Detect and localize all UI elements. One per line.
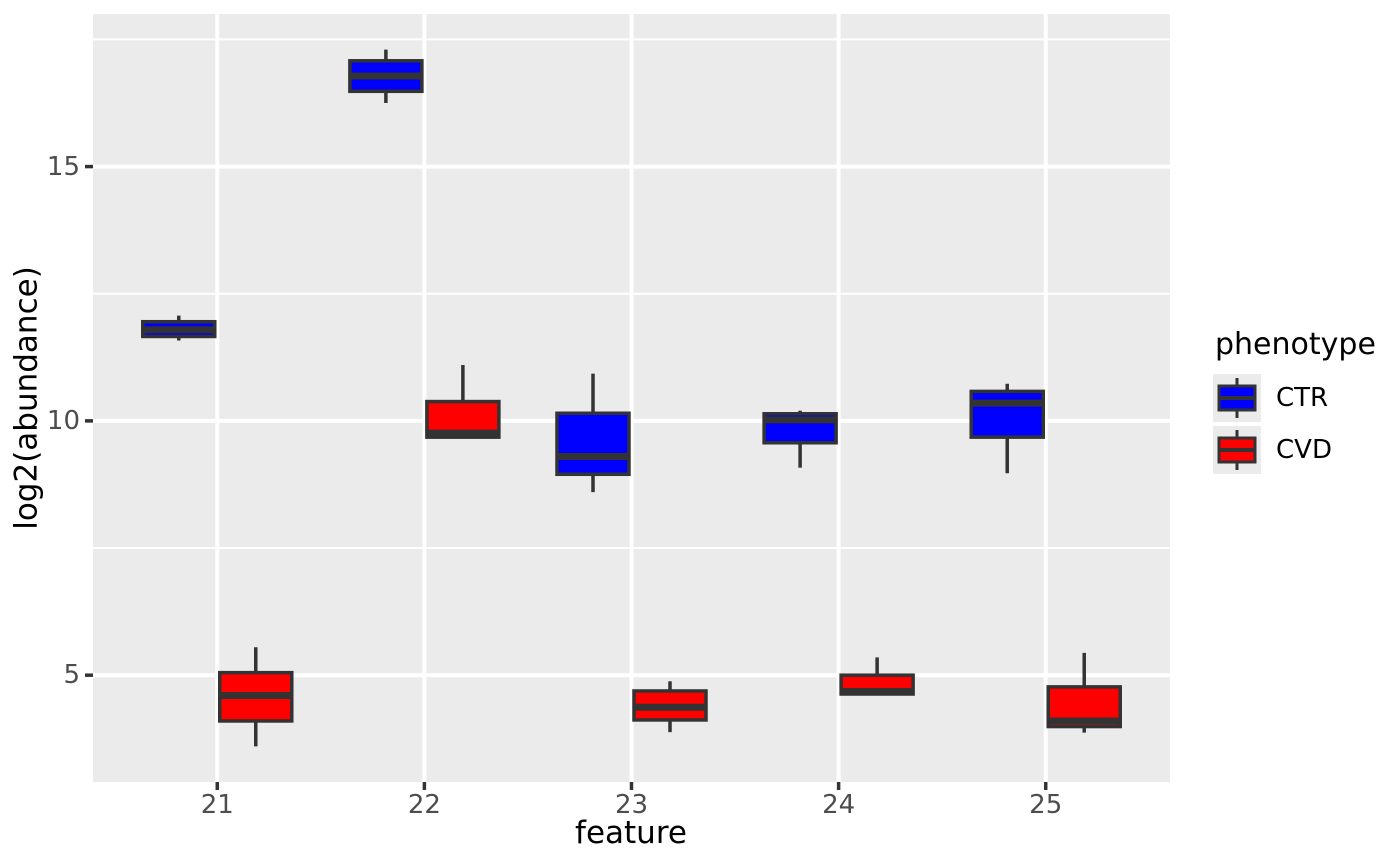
y-tick-label-5: 5 — [63, 660, 80, 691]
boxplot-ctr-23 — [555, 373, 631, 493]
legend-title: phenotype — [1215, 327, 1376, 362]
boxplot-cvd-21 — [218, 647, 294, 747]
x-tick-label-25: 25 — [1029, 790, 1063, 820]
legend-item-cvd: CVD — [1213, 426, 1376, 474]
iqr-box — [969, 389, 1045, 439]
boxplot-key-icon-cvd — [1213, 426, 1261, 474]
boxplot-glyph — [1217, 378, 1257, 418]
y-tick-label-15: 15 — [46, 151, 80, 182]
x-tick-label-23: 23 — [614, 790, 649, 820]
boxplot-glyph — [1217, 430, 1257, 470]
legend-label-ctr: CTR — [1276, 383, 1329, 413]
iqr-box — [555, 411, 631, 477]
boxplot-cvd-23 — [632, 681, 708, 733]
x-tick-label-22: 22 — [407, 790, 441, 820]
y-tick-label-10: 10 — [46, 405, 80, 436]
boxplot-ctr-24 — [762, 410, 838, 468]
legend-label-cvd: CVD — [1276, 435, 1332, 465]
x-tick-label-24: 24 — [822, 790, 856, 820]
boxplot-key-icon-ctr — [1213, 374, 1261, 422]
boxplot-ctr-21 — [141, 315, 217, 341]
boxplot-ctr-22 — [348, 49, 424, 104]
boxplot-cvd-22 — [425, 364, 501, 439]
legend-item-ctr: CTR — [1213, 374, 1376, 422]
y-axis-title: log2(abundance) — [8, 266, 45, 530]
boxplot-cvd-25 — [1046, 652, 1122, 733]
legend: phenotype CTR CVD — [1213, 330, 1376, 478]
boxplot-ctr-25 — [969, 383, 1045, 474]
x-tick-label-21: 21 — [200, 790, 234, 820]
boxplot-cvd-24 — [839, 657, 915, 696]
x-axis-title: feature — [575, 815, 687, 851]
